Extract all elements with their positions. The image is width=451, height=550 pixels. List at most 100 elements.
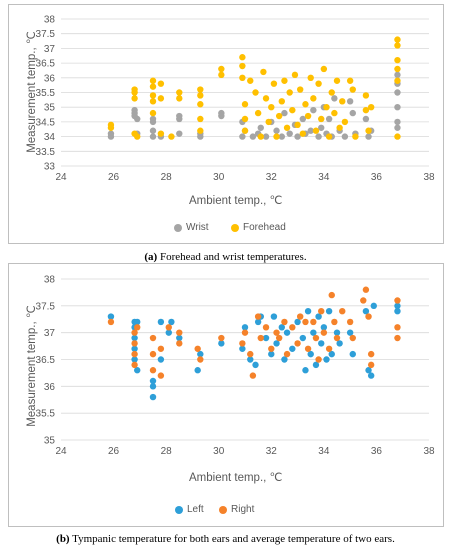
chart-a-point-wrist-41 [325,115,333,123]
chart-b-ytick-label-1: 35.5 [36,409,56,420]
chart-b-point-right-46 [360,297,367,304]
caption-b: (b) Tympanic temperature for both ears a… [0,533,451,545]
chart-b-point-right-6 [149,367,157,374]
chart-b-point-left-40 [315,313,322,320]
chart-b-point-right-33 [304,345,312,352]
chart-b-point-right-41 [331,318,338,326]
chart-b-point-left-34 [299,334,307,342]
chart-b-point-left-46 [333,329,341,336]
chart-a-point-forehead-24 [218,71,225,79]
chart-b-point-right-36 [315,356,322,363]
chart-a-point-forehead-72 [365,127,372,134]
chart-a-point-wrist-38 [318,124,325,131]
chart-b-point-left-3 [131,334,138,342]
chart-b-point-left-22 [252,361,259,369]
chart-b-point-left-26 [268,350,275,358]
chart-b-ytick-label-2: 36 [44,382,56,393]
chart-a-point-forehead-36 [262,95,270,102]
chart-b-point-right-26 [275,334,283,342]
chart-b-point-left-13 [165,329,172,336]
chart-b-point-left-23 [254,318,262,326]
chart-b-point-right-53 [394,334,401,342]
chart-a-point-forehead-73 [367,104,375,111]
chart-b-point-left-5 [131,356,138,363]
chart-b-point-left-45 [328,350,335,358]
chart-a-ytick-label-1: 33.5 [36,147,56,158]
chart-b-point-left-10 [149,377,157,385]
chart-a-ytick-label-2: 34 [44,132,56,143]
chart-a-point-wrist-45 [341,133,349,140]
chart-a-point-forehead-66 [341,118,349,126]
chart-a-point-wrist-3 [131,106,138,114]
chart-b-point-left-30 [281,356,288,363]
chart-b-point-left-41 [318,340,325,347]
chart-b-point-right-34 [310,318,317,326]
chart-a-point-forehead-78 [394,77,401,84]
chart-a-point-forehead-14 [157,130,165,137]
chart-a-point-forehead-67 [346,77,354,84]
chart-b-point-right-30 [294,340,301,347]
chart-b-point-left-14 [168,318,175,326]
chart-a-xtick-label-3: 30 [213,172,225,183]
chart-b-point-left-6 [134,367,141,374]
chart-b-point-left-15 [176,334,183,342]
chart-a-point-wrist-37 [315,133,322,140]
chart-b-point-left-9 [149,393,157,401]
chart-b-point-right-51 [394,297,401,304]
chart-a-point-forehead-33 [254,109,262,117]
chart-a-point-forehead-65 [339,98,346,105]
chart-b-xtick-label-5: 34 [318,446,330,457]
chart-a-ytick-label-10: 38 [44,15,56,26]
chart-a-point-forehead-13 [157,95,165,102]
caption-b-label: (b) [56,533,70,545]
chart-b-point-right-0 [107,318,115,326]
chart-b-point-left-7 [134,318,141,326]
chart-b-legend-left: Left [175,504,204,515]
chart-a-point-forehead-76 [394,56,401,64]
chart-b-point-left-16 [194,367,201,374]
chart-a-xlabel: Ambient temp., ℃ [189,195,283,207]
chart-a-point-forehead-10 [149,98,157,105]
chart-b-point-right-15 [197,356,204,363]
chart-panel-b: 35 35.5 36 36.5 37 37.5 38 24 26 28 30 32 34 36 38 Mea… [8,263,444,527]
chart-a-point-wrist-46 [346,98,354,105]
chart-b-point-right-5 [134,324,141,331]
chart-a-point-forehead-51 [302,101,309,108]
chart-b-point-right-8 [149,334,157,342]
wrist-legend-marker [174,223,182,232]
chart-a-point-wrist-36 [310,106,317,114]
chart-a-ytick-label-6: 36 [44,73,56,84]
chart-b-point-right-10 [157,372,165,379]
chart-a-point-forehead-38 [268,104,275,111]
chart-a-point-forehead-59 [323,104,330,111]
chart-b-point-right-18 [241,329,249,336]
chart-a-legend-forehead: Forehead [231,222,286,233]
chart-b-point-right-25 [273,329,280,336]
chart-a-point-forehead-27 [239,74,246,82]
chart-a-point-wrist-30 [286,130,293,137]
chart-a-point-forehead-45 [286,89,293,96]
chart-b-point-right-16 [218,334,225,342]
chart-b-point-left-25 [262,334,270,342]
chart-a-ytick-label-9: 37.5 [36,29,56,40]
chart-a-point-wrist-8 [149,133,157,140]
chart-a-point-forehead-6 [134,133,141,140]
chart-b-point-right-42 [333,334,341,342]
chart-a-xtick-label-7: 38 [423,172,435,183]
chart-a-point-forehead-4 [131,95,138,102]
chart-b-point-right-13 [176,340,183,347]
chart-a-point-forehead-15 [168,133,175,140]
chart-panel-a: 33 33.5 34 34.5 35 35.5 36 36.5 37 37.5 38 24 26 28 30… [8,4,444,244]
chart-a-point-forehead-22 [197,127,204,134]
chart-b-point-left-54 [394,302,401,310]
chart-b-xtick-label-7: 38 [423,446,435,457]
chart-a-point-forehead-11 [149,109,157,117]
chart-a-xtick-label-6: 36 [371,172,383,183]
chart-a-ytick-label-5: 35.5 [36,88,56,99]
chart-a-point-wrist-7 [149,127,157,134]
chart-a-point-forehead-30 [241,127,249,134]
chart-b-point-right-3 [131,350,138,358]
chart-a-point-forehead-62 [331,109,338,117]
chart-a-point-forehead-1 [107,124,115,131]
chart-a-point-forehead-23 [218,65,225,73]
